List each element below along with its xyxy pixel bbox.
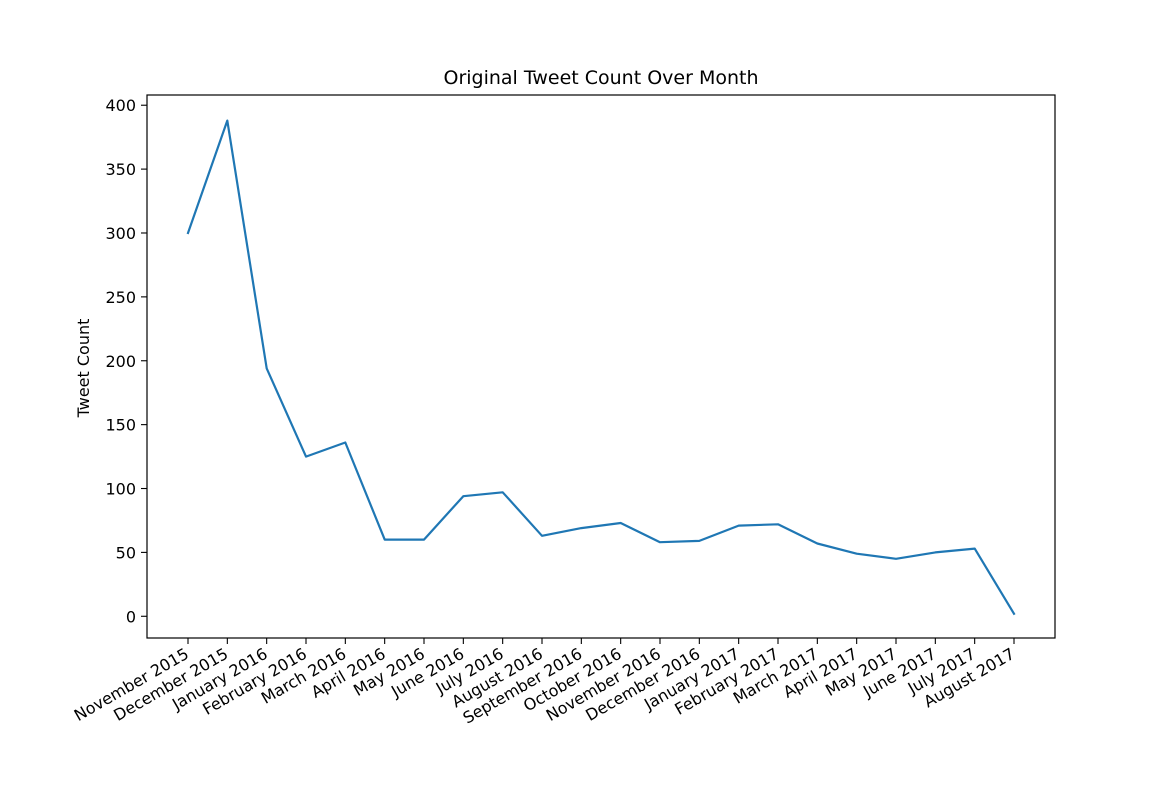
plot-area-frame xyxy=(146,94,1056,639)
y-tick-label: 300 xyxy=(105,224,136,243)
y-tick-label: 100 xyxy=(105,480,136,499)
y-tick-label: 400 xyxy=(105,96,136,115)
y-tick-label: 150 xyxy=(105,416,136,435)
y-axis-ticks: 0 50 100 150 200 250 300 350 400 xyxy=(105,96,147,626)
y-tick-label: 250 xyxy=(105,288,136,307)
y-axis-title: Tweet Count xyxy=(74,319,93,419)
y-tick-label: 0 xyxy=(126,607,136,626)
y-tick-label: 200 xyxy=(105,352,136,371)
y-tick-label: 350 xyxy=(105,160,136,179)
tweet-count-line xyxy=(186,119,1016,616)
y-tick-label: 50 xyxy=(116,543,136,562)
chart-title: Original Tweet Count Over Month xyxy=(443,67,758,89)
